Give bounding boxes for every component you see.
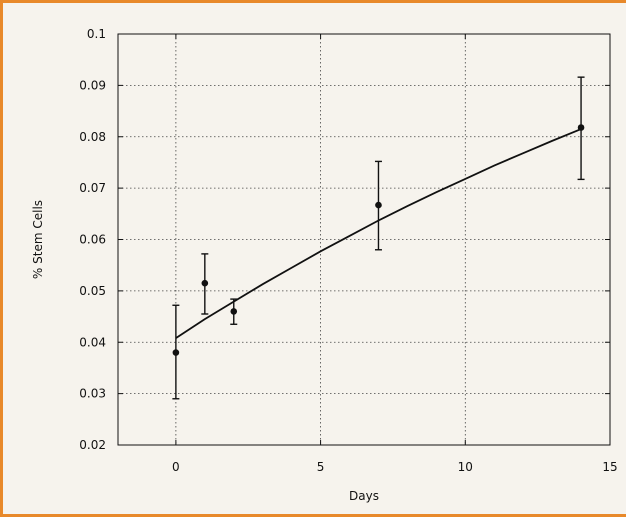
data-point-group <box>230 298 238 325</box>
data-points <box>172 76 585 400</box>
x-axis-title: Days <box>349 489 379 503</box>
x-tick-label: 5 <box>317 460 325 474</box>
y-axis-title: % Stem Cells <box>31 200 45 279</box>
data-point <box>577 124 585 131</box>
data-point-group <box>172 304 180 400</box>
y-tick-label: 0.04 <box>79 335 106 349</box>
x-tick-label: 0 <box>172 460 180 474</box>
y-tick-label: 0.06 <box>79 233 106 247</box>
data-point-group <box>374 160 382 251</box>
x-tick-label: 15 <box>602 460 617 474</box>
data-point <box>201 279 209 287</box>
grid-lines <box>118 34 610 445</box>
x-tick-labels: 0 5 10 15 <box>172 460 618 474</box>
x-tick-label: 10 <box>458 460 473 474</box>
y-tick-label: 0.1 <box>87 27 106 41</box>
data-point <box>172 349 180 356</box>
data-point-group <box>201 253 209 315</box>
data-point-group <box>577 76 585 181</box>
plot-area-border <box>117 33 611 446</box>
data-point <box>375 201 382 209</box>
y-tick-label: 0.08 <box>79 130 106 144</box>
y-tick-label: 0.07 <box>79 181 106 195</box>
y-tick-label: 0.03 <box>79 387 106 401</box>
y-tick-labels: 0.02 0.03 0.04 0.05 0.06 0.07 0.08 0.09 0.1 <box>79 27 106 452</box>
y-tick-label: 0.02 <box>79 438 106 452</box>
y-tick-label: 0.05 <box>79 284 106 298</box>
data-point <box>230 308 238 315</box>
axis-ticks <box>118 33 611 446</box>
y-tick-label: 0.09 <box>79 78 106 92</box>
